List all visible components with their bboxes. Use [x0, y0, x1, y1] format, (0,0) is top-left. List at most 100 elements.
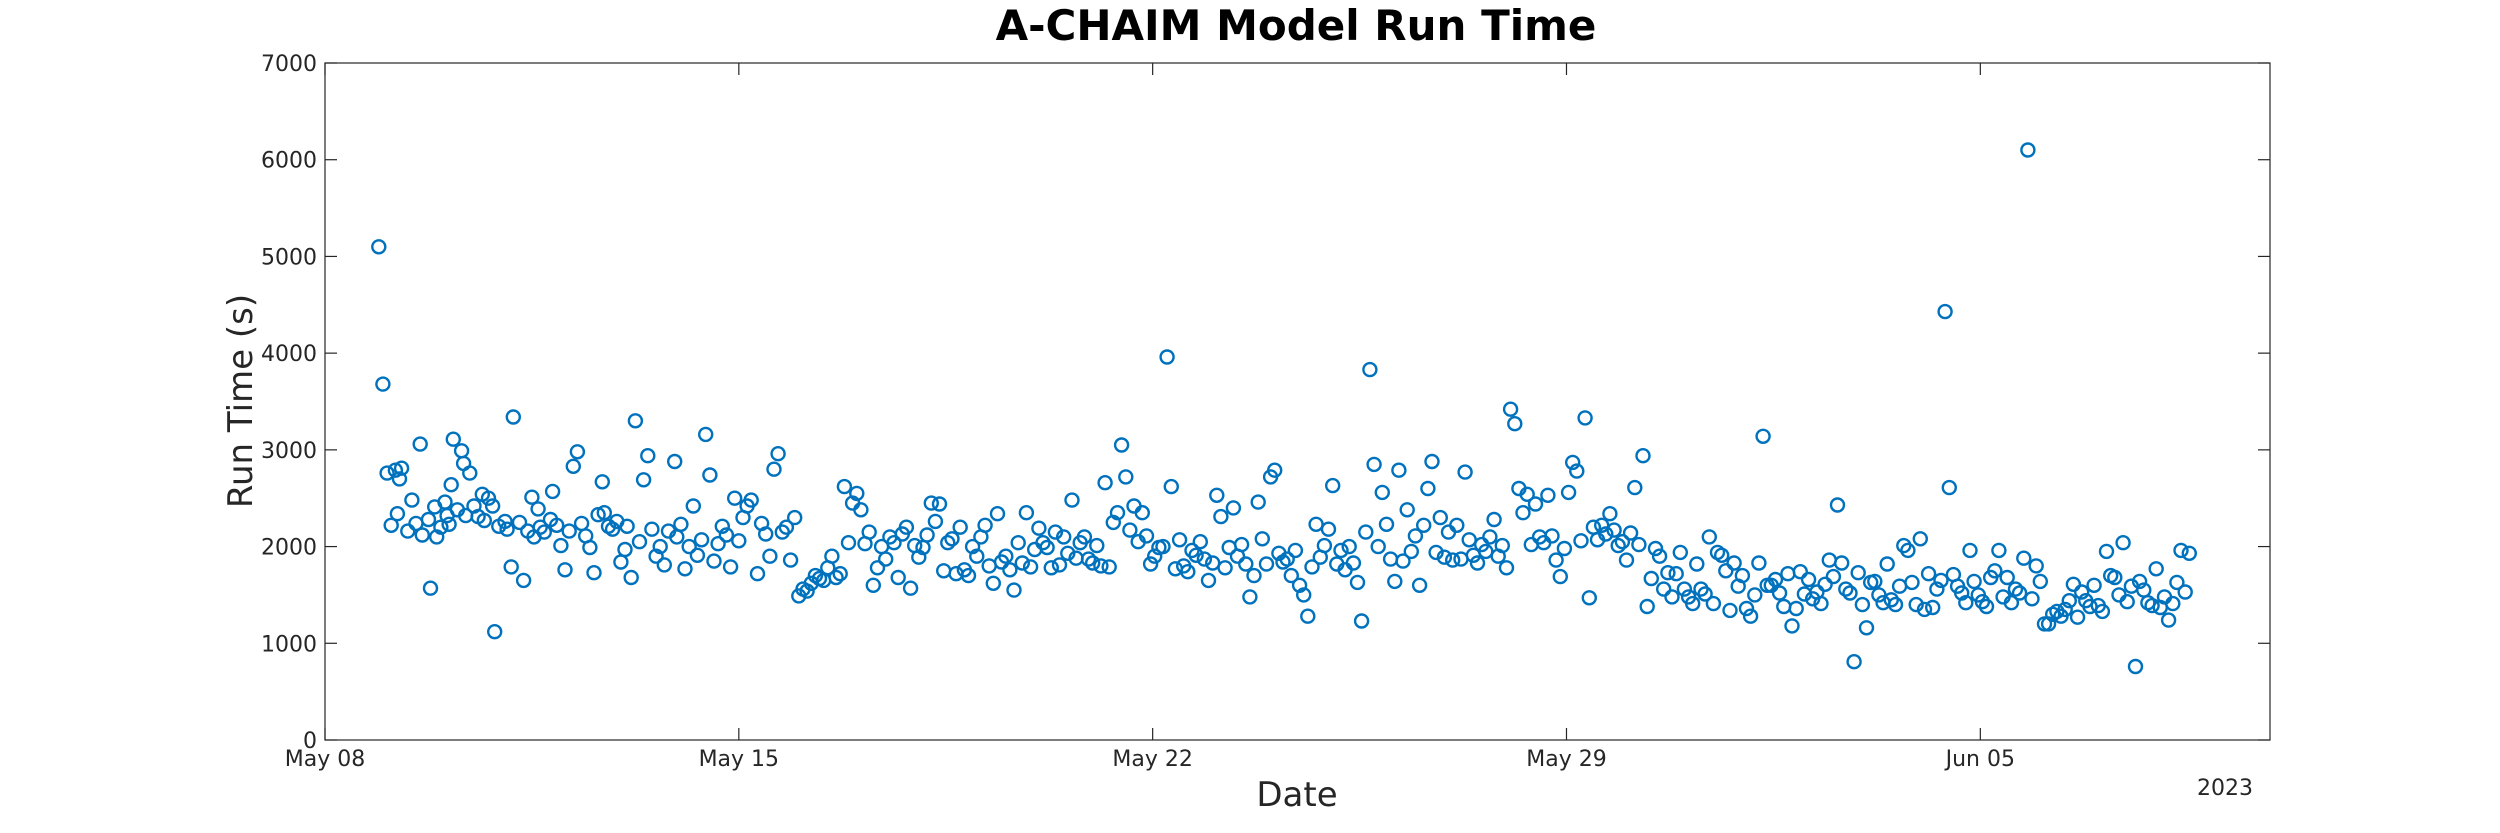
y-tick-label: 1000 — [261, 632, 317, 657]
data-point — [1556, 540, 1573, 557]
data-point — [673, 516, 689, 532]
x-axis: May 08 May 15 May 22 May 29 Jun 05 — [285, 63, 2015, 772]
data-point — [989, 506, 1006, 522]
data-point — [1962, 542, 1978, 559]
data-point — [1155, 538, 1171, 555]
data-point — [1676, 581, 1693, 597]
y-tick-label: 4000 — [261, 342, 317, 367]
data-point — [1010, 535, 1026, 551]
data-point — [2032, 573, 2049, 590]
data-point — [1966, 573, 1982, 590]
data-point — [1382, 551, 1399, 567]
data-point — [1734, 567, 1751, 584]
data-point — [1482, 529, 1498, 545]
data-point — [1266, 462, 1283, 478]
data-point — [919, 527, 935, 543]
data-point — [1089, 537, 1105, 554]
data-point — [2177, 584, 2193, 600]
data-point — [969, 548, 985, 564]
data-point — [2115, 535, 2131, 551]
data-point — [1370, 538, 1386, 555]
data-point — [1407, 528, 1424, 544]
data-point — [1428, 544, 1444, 561]
data-point — [1780, 566, 1796, 582]
data-point — [1440, 524, 1457, 540]
data-point — [702, 467, 718, 483]
data-point — [375, 376, 391, 392]
data-point — [1564, 454, 1581, 471]
data-point — [2024, 591, 2040, 607]
data-point — [828, 569, 844, 586]
data-point — [1432, 509, 1449, 526]
data-point — [1697, 586, 1713, 602]
data-point — [2165, 595, 2181, 612]
data-point — [1242, 589, 1258, 605]
data-point — [420, 511, 437, 528]
data-point — [476, 512, 492, 529]
data-point — [1105, 514, 1122, 531]
data-point — [1374, 484, 1391, 501]
data-point — [1639, 598, 1655, 615]
data-point — [1304, 559, 1320, 575]
data-point — [582, 539, 598, 556]
x-tick-label: Jun 05 — [1944, 747, 2015, 772]
data-point — [462, 465, 478, 481]
data-point — [1668, 566, 1684, 582]
data-point — [524, 489, 540, 505]
data-point — [1238, 556, 1254, 572]
data-point — [1701, 529, 1718, 545]
data-point — [1461, 532, 1477, 548]
data-point — [1118, 469, 1134, 485]
data-point — [1498, 560, 1515, 576]
data-point — [2061, 593, 2078, 609]
data-point — [1548, 552, 1564, 568]
data-point — [1672, 544, 1689, 561]
data-point — [2173, 542, 2189, 559]
data-point — [1651, 548, 1668, 564]
data-point — [2011, 585, 2028, 601]
data-point — [561, 523, 577, 539]
data-point — [1502, 401, 1519, 417]
data-point — [487, 624, 503, 640]
data-point — [869, 560, 886, 576]
y-tick-label: 0 — [303, 729, 317, 754]
data-point — [902, 580, 919, 596]
data-point — [1022, 559, 1039, 575]
y-tick-label: 5000 — [261, 245, 317, 270]
data-point — [1924, 599, 1941, 616]
data-point — [1064, 492, 1080, 508]
data-point — [1080, 551, 1097, 567]
data-point — [1415, 517, 1432, 533]
y-tick-label: 3000 — [261, 439, 317, 464]
data-point — [960, 567, 977, 584]
data-point — [1171, 532, 1188, 548]
data-point — [931, 496, 948, 512]
data-point — [1900, 542, 1916, 559]
data-point — [1573, 533, 1589, 549]
data-point — [1378, 516, 1395, 532]
data-point — [878, 551, 894, 567]
data-point — [2057, 601, 2073, 618]
data-point — [1784, 618, 1800, 634]
data-point — [553, 537, 569, 554]
data-point — [1246, 567, 1262, 584]
data-point — [613, 554, 629, 570]
data-point — [557, 562, 573, 578]
data-point — [1420, 480, 1436, 497]
data-point — [1610, 537, 1626, 554]
data-point — [2119, 594, 2135, 610]
data-point — [1747, 587, 1763, 603]
data-point — [1014, 555, 1030, 571]
data-point — [1987, 563, 2003, 579]
data-point — [445, 431, 461, 447]
data-point — [1891, 578, 1908, 594]
data-point — [1771, 585, 1788, 601]
plot-area-frame — [324, 62, 2271, 741]
data-point — [1093, 558, 1109, 574]
data-point — [1353, 613, 1370, 629]
data-point — [1643, 570, 1660, 587]
data-point — [911, 549, 927, 565]
data-point — [1726, 555, 1742, 571]
data-point — [515, 572, 532, 589]
